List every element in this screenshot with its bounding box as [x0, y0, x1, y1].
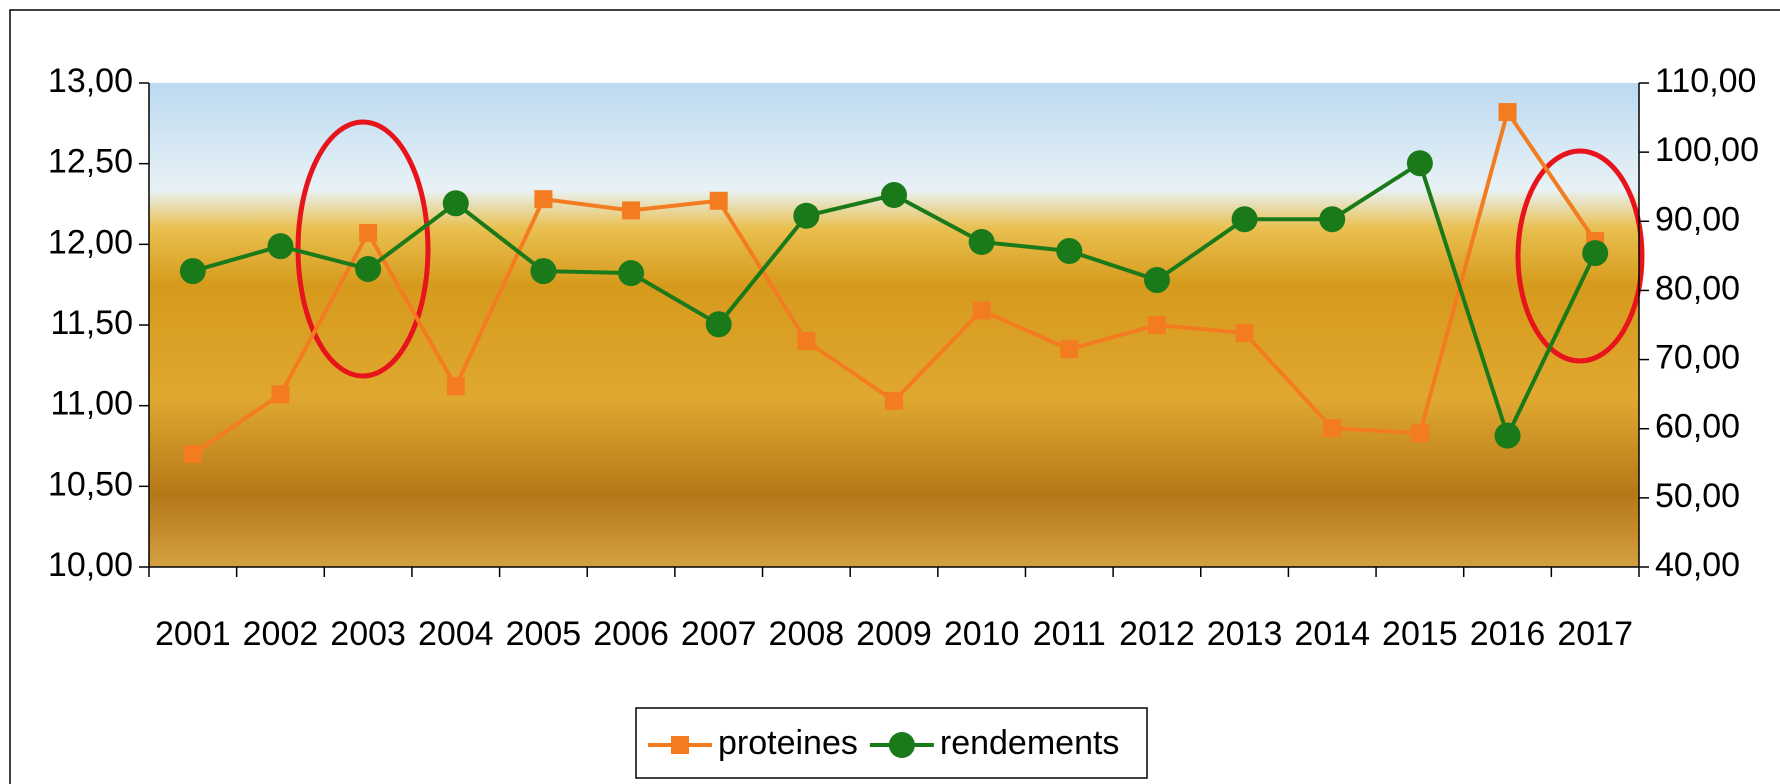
data-point: [1582, 240, 1608, 266]
y-tick-label: 10,00: [48, 546, 133, 584]
data-point: [1232, 206, 1258, 232]
data-point: [1407, 150, 1433, 176]
x-tick-label: 2012: [1119, 615, 1195, 653]
y-tick-label: 12,00: [48, 223, 133, 261]
x-tick-label: 2001: [155, 615, 231, 653]
data-point: [1060, 340, 1078, 358]
data-point: [1323, 419, 1341, 437]
y2-tick-label: 110,00: [1655, 62, 1756, 100]
data-point: [267, 233, 293, 259]
data-point: [793, 203, 819, 229]
data-point: [622, 201, 640, 219]
legend-label: rendements: [940, 724, 1120, 762]
data-point: [969, 229, 995, 255]
data-point: [973, 301, 991, 319]
data-point: [1499, 103, 1517, 121]
y-tick-label: 11,50: [50, 304, 133, 342]
y2-tick-label: 50,00: [1655, 477, 1740, 515]
data-point: [271, 385, 289, 403]
data-point: [1144, 267, 1170, 293]
data-point: [706, 311, 732, 337]
data-point: [534, 190, 552, 208]
x-tick-label: 2011: [1033, 615, 1106, 653]
data-point: [184, 445, 202, 463]
data-point: [530, 258, 556, 284]
y2-tick-label: 70,00: [1655, 339, 1740, 377]
data-point: [447, 377, 465, 395]
x-tick-label: 2003: [330, 615, 406, 653]
y-tick-label: 10,50: [48, 465, 133, 503]
x-tick-label: 2008: [769, 615, 845, 653]
y2-tick-label: 60,00: [1655, 408, 1740, 446]
data-point: [710, 192, 728, 210]
legend-marker: [671, 736, 689, 754]
x-tick-label: 2005: [506, 615, 582, 653]
y-tick-label: 11,00: [50, 385, 133, 423]
x-tick-label: 2016: [1470, 615, 1546, 653]
data-point: [885, 392, 903, 410]
x-tick-label: 2010: [944, 615, 1020, 653]
data-point: [1056, 238, 1082, 264]
x-tick-label: 2015: [1382, 615, 1458, 653]
y2-tick-label: 100,00: [1655, 131, 1759, 169]
x-tick-label: 2006: [593, 615, 669, 653]
y-tick-label: 13,00: [48, 62, 133, 100]
data-point: [443, 190, 469, 216]
data-point: [618, 260, 644, 286]
data-point: [1495, 423, 1521, 449]
x-tick-label: 2017: [1557, 615, 1633, 653]
y2-tick-label: 40,00: [1655, 546, 1740, 584]
y2-tick-label: 90,00: [1655, 200, 1740, 238]
legend-label: proteines: [718, 724, 858, 762]
x-tick-label: 2002: [243, 615, 319, 653]
chart: 10,00 10,50 11,00 11,50 12,00 12,50 13,00 40,00…: [0, 0, 1780, 784]
x-tick-label: 2009: [856, 615, 932, 653]
data-point: [797, 332, 815, 350]
data-point: [1148, 316, 1166, 334]
data-point: [359, 224, 377, 242]
data-point: [1319, 206, 1345, 232]
data-point: [1236, 324, 1254, 342]
x-tick-label: 2007: [681, 615, 757, 653]
data-point: [881, 182, 907, 208]
y2-tick-label: 80,00: [1655, 269, 1740, 307]
data-point: [180, 258, 206, 284]
x-tick-label: 2014: [1294, 615, 1370, 653]
data-point: [1411, 424, 1429, 442]
x-tick-label: 2004: [418, 615, 494, 653]
y-tick-label: 12,50: [48, 143, 133, 181]
legend-marker: [889, 732, 915, 758]
x-tick-label: 2013: [1207, 615, 1283, 653]
data-point: [355, 256, 381, 282]
